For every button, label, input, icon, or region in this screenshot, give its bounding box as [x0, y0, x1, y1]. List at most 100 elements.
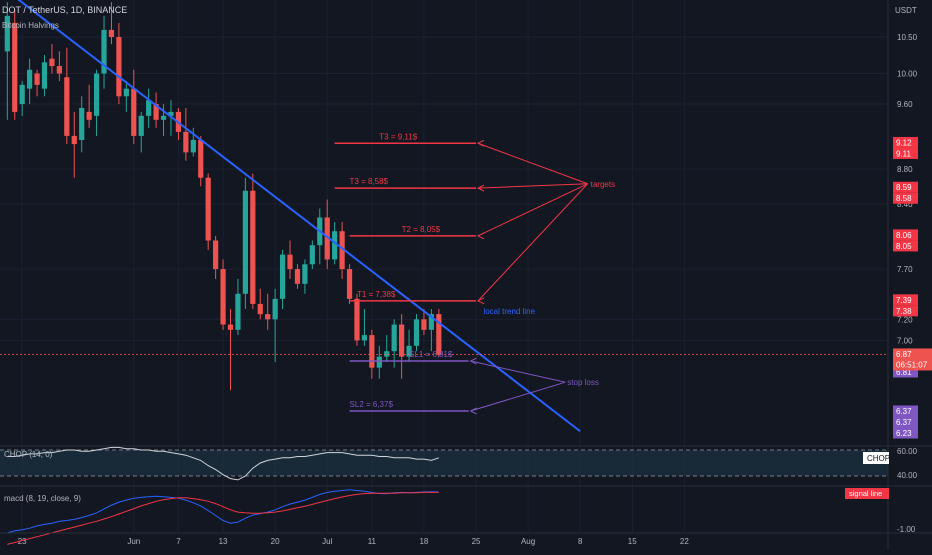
candle[interactable] — [79, 96, 85, 153]
candle-body — [12, 22, 18, 112]
candle-body — [376, 356, 382, 368]
candle[interactable] — [86, 84, 92, 128]
candle-body — [309, 245, 315, 265]
local-trend-line[interactable] — [0, 0, 581, 433]
candle-body — [108, 29, 115, 37]
candle[interactable] — [56, 51, 62, 82]
stop-loss-line[interactable]: SL2 = 6,37$ — [349, 400, 469, 412]
candle-body — [198, 139, 204, 178]
candle[interactable] — [354, 293, 360, 346]
price-tick-label: 8.80 — [897, 165, 913, 174]
candle[interactable] — [205, 173, 211, 250]
candle[interactable] — [242, 177, 248, 310]
indicator-label[interactable]: Bitcoin Halvings — [2, 21, 59, 30]
candle[interactable] — [302, 259, 308, 294]
candle[interactable] — [384, 335, 390, 363]
candle[interactable] — [183, 107, 189, 161]
candle[interactable] — [265, 293, 271, 330]
candle[interactable] — [101, 15, 107, 89]
candle[interactable] — [116, 22, 122, 105]
candle[interactable] — [41, 55, 48, 97]
candle[interactable] — [287, 240, 293, 279]
price-tag: 7.38 — [893, 305, 918, 317]
candle-body — [302, 264, 308, 284]
candle-body — [436, 314, 442, 355]
candle[interactable] — [71, 111, 77, 178]
candle[interactable] — [146, 88, 152, 128]
symbol-title[interactable]: DOT / TetherUS, 1D, BINANCE — [2, 5, 127, 15]
price-tags: 9.129.118.598.588.068.057.397.386.816.81… — [893, 136, 918, 439]
candle-body — [49, 58, 55, 67]
candle[interactable] — [153, 92, 159, 128]
candle[interactable] — [227, 309, 234, 391]
candle[interactable] — [399, 314, 405, 379]
candle[interactable] — [198, 135, 204, 187]
candle[interactable] — [376, 345, 382, 379]
candle[interactable] — [294, 264, 301, 289]
price-tag-text: 6.23 — [896, 429, 912, 438]
candle[interactable] — [413, 314, 420, 352]
candle[interactable] — [257, 288, 263, 320]
candle[interactable] — [49, 44, 55, 74]
candle[interactable] — [19, 81, 25, 116]
candle[interactable] — [138, 111, 144, 153]
candle[interactable] — [190, 127, 196, 157]
candle[interactable] — [339, 222, 345, 279]
target-line[interactable]: T3 = 8,58$ — [334, 177, 477, 189]
candle-body — [413, 319, 420, 346]
candle[interactable] — [406, 329, 412, 363]
candle[interactable] — [213, 235, 219, 279]
macd-indicator-label[interactable]: macd (8, 19, close, 9) — [4, 494, 81, 503]
candle[interactable] — [4, 2, 10, 120]
candle[interactable] — [391, 319, 397, 368]
price-tag-bg — [893, 405, 918, 417]
candle[interactable] — [421, 309, 427, 336]
time-tick-label: 22 — [680, 537, 689, 546]
candle[interactable] — [272, 288, 278, 363]
candle-body — [332, 231, 338, 260]
candle[interactable] — [64, 47, 70, 145]
candle[interactable] — [108, 2, 115, 45]
candle[interactable] — [93, 69, 100, 136]
level-label: SL1 = 6,81$ — [409, 350, 453, 359]
price-tag-text: 7.38 — [896, 307, 912, 316]
candle[interactable] — [12, 9, 18, 120]
candle[interactable] — [361, 309, 368, 346]
signal-tag-text: signal line — [849, 489, 882, 498]
stop-loss-line[interactable]: SL1 = 6,81$ — [349, 350, 469, 362]
target-line[interactable]: T3 = 9,11$ — [334, 132, 477, 145]
price-tag: 6.23 — [893, 427, 918, 439]
price-tag-bg — [893, 136, 918, 148]
candlestick-series[interactable] — [4, 2, 442, 391]
candle[interactable] — [220, 259, 226, 330]
candle[interactable] — [34, 69, 40, 97]
candle[interactable] — [160, 104, 167, 136]
stop-arrow — [470, 360, 566, 383]
candle[interactable] — [123, 81, 129, 112]
candle-body — [406, 345, 412, 357]
target-line[interactable]: T2 = 8,05$ — [349, 225, 477, 237]
candle[interactable] — [27, 58, 33, 105]
candle[interactable] — [235, 278, 241, 336]
candle-body — [34, 73, 40, 85]
candle[interactable] — [279, 249, 286, 310]
target-line[interactable]: T1 = 7,38$ — [349, 290, 477, 302]
candle[interactable] — [309, 240, 315, 270]
candle[interactable] — [346, 264, 353, 304]
candle-body — [235, 293, 241, 330]
candle-body — [227, 324, 234, 330]
candle[interactable] — [131, 69, 137, 145]
level-label: T3 = 8,58$ — [350, 177, 389, 186]
candle[interactable] — [436, 309, 442, 357]
candle-body — [168, 111, 174, 116]
price-tag: 8.58 — [893, 192, 918, 204]
chop-indicator-label[interactable]: CHOP (14, 0) — [4, 450, 53, 459]
candle[interactable] — [324, 199, 330, 270]
target-stop-lines[interactable]: T3 = 9,11$ T3 = 8,58$ T2 = 8,05$ T1 = 7,38$… — [334, 132, 477, 412]
signal-tag-bg — [845, 488, 889, 499]
stop-loss-annotation: stop loss — [567, 378, 599, 387]
candle-body — [4, 15, 10, 52]
candle[interactable] — [250, 173, 256, 310]
candle[interactable] — [369, 329, 375, 379]
